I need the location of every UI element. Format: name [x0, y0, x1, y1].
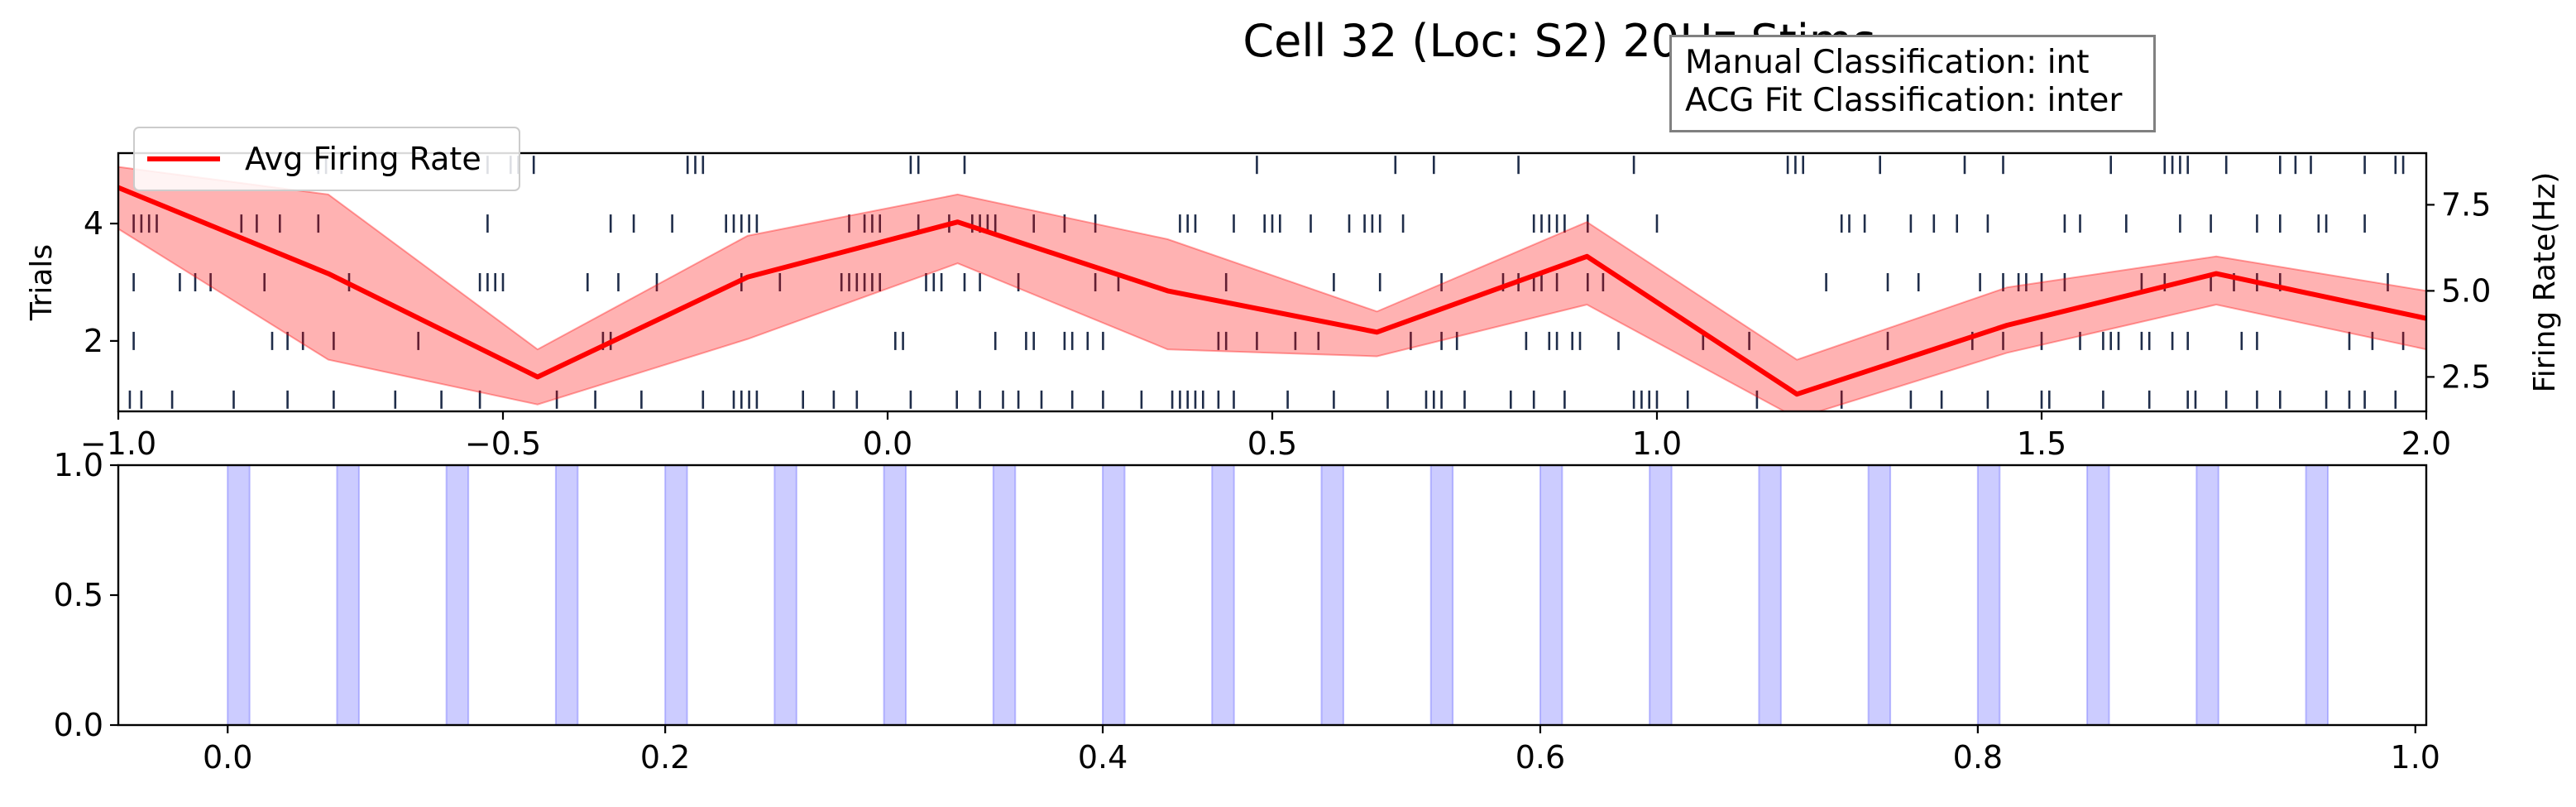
y-tick-label: 0.5 — [54, 577, 103, 613]
manual-classification-text: Manual Classification: int — [1685, 44, 2090, 81]
y-tick-label: 0.0 — [54, 707, 103, 743]
y-tick-label-left: 2 — [84, 323, 103, 359]
x-tick-label: 0.5 — [1247, 425, 1297, 462]
raster-axes: −1.0 −0.5 0.0 0.5 1.0 1.5 2.0 2 4 2.5 5.0 7.5 Trials… — [25, 127, 2562, 462]
acg-classification-text: ACG Fit Classification: inter — [1685, 82, 2123, 119]
stim-bar — [1320, 464, 1344, 726]
x-tick-label: 2.0 — [2401, 425, 2451, 462]
x-tick-label: 0.0 — [863, 425, 912, 462]
y-tick-label-right: 7.5 — [2441, 186, 2491, 223]
stim-bar — [773, 464, 797, 726]
stim-bar — [664, 464, 688, 726]
stim-bar — [2086, 464, 2110, 726]
legend-label: Avg Firing Rate — [245, 141, 481, 177]
y-tick-label: 1.0 — [54, 447, 103, 483]
y-axis-label-right: Firing Rate(Hz) — [2528, 172, 2562, 393]
legend-box — [133, 127, 520, 191]
stim-bar — [2305, 464, 2329, 726]
stim-bar — [2195, 464, 2219, 726]
stim-bar — [1211, 464, 1235, 726]
y-tick-label-left: 4 — [84, 205, 103, 242]
stim-bar — [1758, 464, 1782, 726]
x-tick-label: 0.8 — [1953, 739, 2003, 776]
firing-rate-band — [118, 166, 2426, 411]
x-tick-label: 1.5 — [2017, 425, 2066, 462]
x-tick-label: −0.5 — [465, 425, 541, 462]
stim-bar — [445, 464, 470, 726]
stimulus-axes: 0.0 0.2 0.4 0.6 0.8 1.0 0.0 0.5 1.0 — [54, 447, 2440, 776]
stim-bar — [1539, 464, 1563, 726]
stim-bar — [554, 464, 579, 726]
x-tick-label: 0.2 — [640, 739, 690, 776]
stim-bar — [336, 464, 360, 726]
stim-bar — [1102, 464, 1126, 726]
stim-bar — [227, 464, 251, 726]
y-axis-label-left: Trials — [25, 244, 59, 321]
x-tick-label: 1.0 — [2391, 739, 2440, 776]
x-tick-label: 0.6 — [1515, 739, 1565, 776]
y-tick-label-right: 5.0 — [2441, 272, 2491, 309]
stim-bar — [1649, 464, 1673, 726]
x-tick-label: 0.4 — [1078, 739, 1128, 776]
legend: Avg Firing Rate — [133, 127, 520, 191]
stim-bar — [992, 464, 1017, 726]
stim-bar — [1429, 464, 1454, 726]
y-tick-label-right: 2.5 — [2441, 358, 2491, 395]
stim-bar — [1976, 464, 2001, 726]
x-tick-label: −1.0 — [80, 425, 156, 462]
x-tick-label: 0.0 — [203, 739, 252, 776]
raster-plot-area — [118, 156, 2426, 411]
classification-box: Manual Classification: int ACG Fit Class… — [1669, 35, 2156, 132]
stim-bar — [1867, 464, 1892, 726]
x-tick-label: 1.0 — [1632, 425, 1682, 462]
stim-bar — [883, 464, 907, 726]
firing-rate-line — [118, 185, 2426, 397]
